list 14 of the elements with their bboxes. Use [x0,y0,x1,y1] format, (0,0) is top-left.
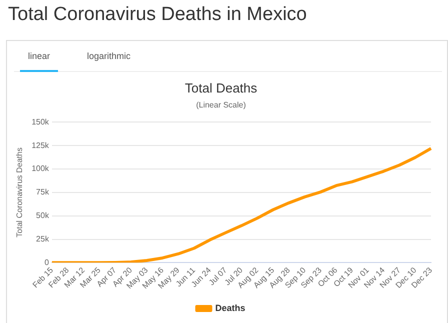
y-tick-label: 100k [32,164,50,174]
y-tick-label: 25k [36,234,50,244]
chart-title: Total Coronavirus Deaths in Mexico [8,4,307,26]
y-tick-label: 150k [32,117,50,126]
y-tick-label: 0 [44,258,50,267]
text: (Linear Scale) [196,100,246,110]
text: linear [20,51,58,72]
text: logarithmic [86,51,132,63]
legend-label: Deaths [215,302,246,313]
y-tick-label: 125k [32,140,50,150]
y-tick-label: 75k [36,188,50,197]
chart-subtitle: Total Deaths [184,80,258,96]
y-axis-title: Total Coronavirus Deaths [15,148,24,238]
y-tick-label: 50k [36,211,50,220]
